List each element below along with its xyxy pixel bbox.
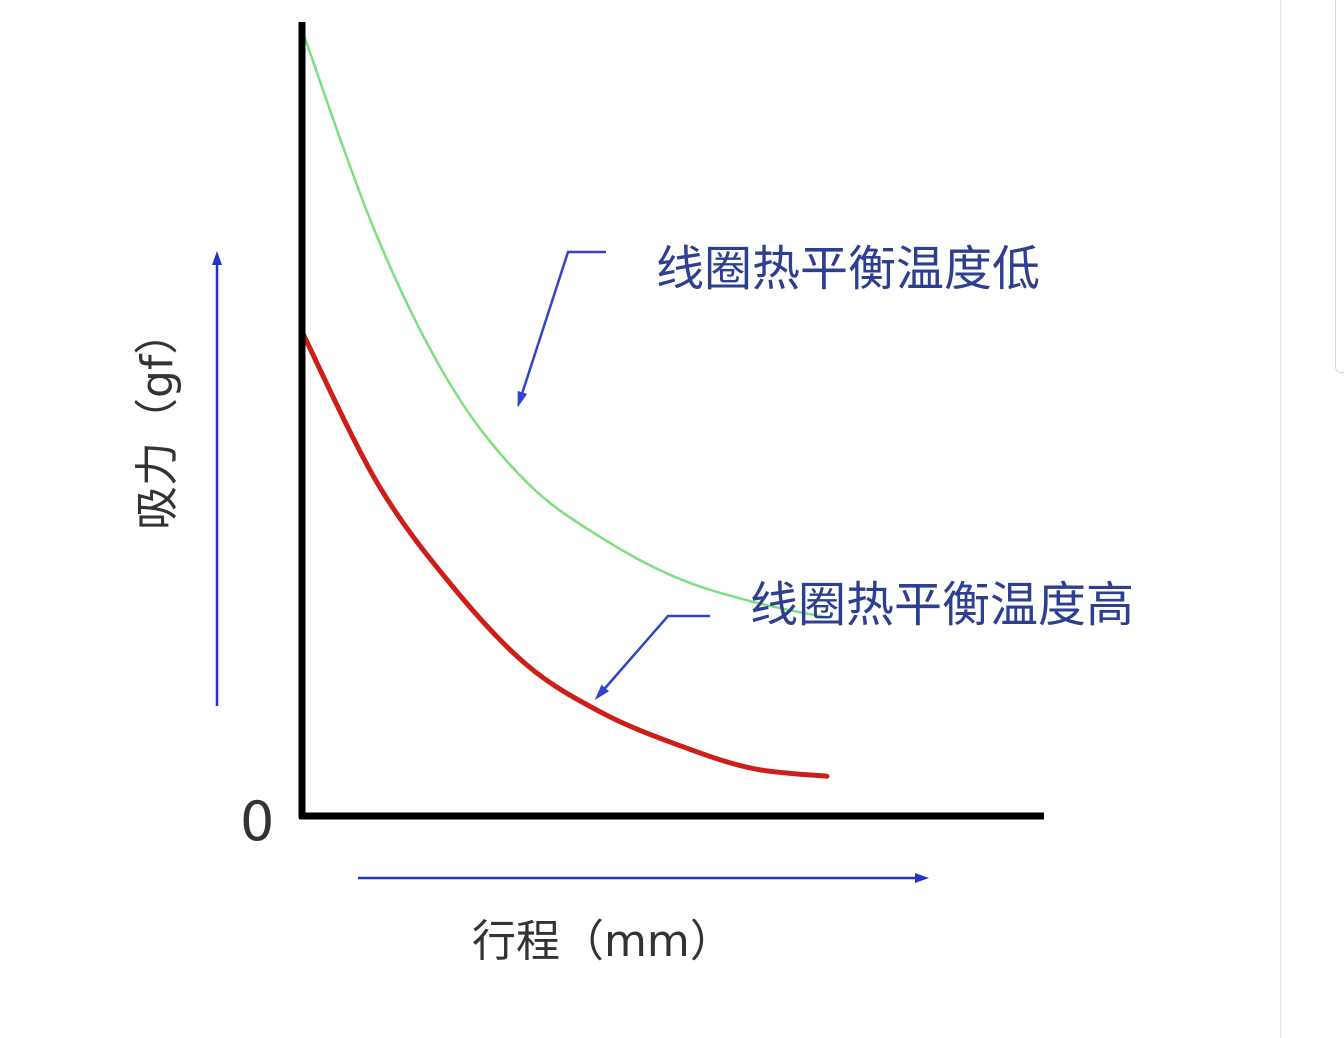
series-line-1 <box>299 329 830 779</box>
annotation-low-label: 线圈热平衡温度低 <box>656 241 1040 297</box>
page-divider <box>1280 0 1281 1038</box>
origin-label: 0 <box>240 790 274 853</box>
x-axis-label: 行程（mm） <box>472 916 734 967</box>
y-axis-label: 吸力（gf） <box>132 311 183 530</box>
series-layer <box>299 28 830 779</box>
side-panel-edge <box>1335 0 1344 373</box>
annotation-high-label: 线圈热平衡温度高 <box>750 577 1134 633</box>
annotation-leader-low <box>517 250 606 408</box>
series-line-0 <box>300 28 829 619</box>
annotation-leader-high <box>594 614 710 701</box>
